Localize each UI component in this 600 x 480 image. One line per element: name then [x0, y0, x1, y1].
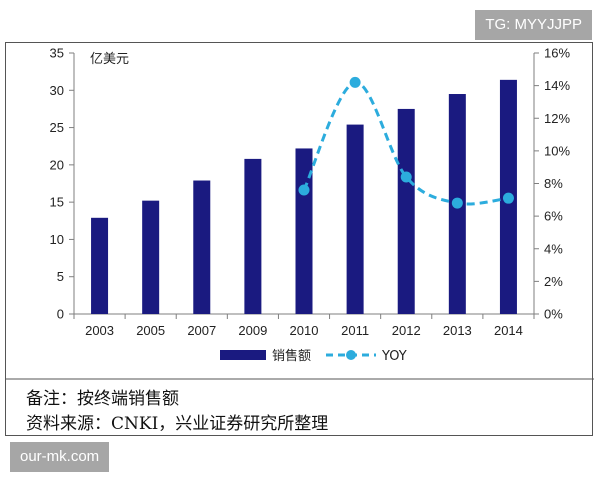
y-tick-label-right: 10%	[544, 143, 570, 158]
chart-frame: 0 5 10 15 20 25 30 35 0% 2% 4% 6% 8% 10% 12% 14% 16% 2003…	[5, 42, 594, 436]
yoy-point-2010	[298, 184, 310, 196]
y-tick-label-right: 6%	[544, 209, 563, 224]
y-tick-label-left: 0	[57, 307, 64, 322]
bar-2009	[244, 158, 262, 314]
bar-2003	[91, 217, 109, 314]
x-tick-label: 2014	[494, 323, 523, 338]
yoy-point-2014	[502, 192, 514, 204]
x-tick-label: 2009	[238, 323, 267, 338]
y-tick-label-left: 15	[50, 195, 64, 210]
y-tick-label-left: 10	[50, 232, 64, 247]
note-source: 资料来源：CNKI，兴业证券研究所整理	[26, 414, 329, 434]
bar-2005	[142, 200, 160, 314]
y-tick-label-right: 2%	[544, 274, 563, 289]
x-tick-label: 2005	[136, 323, 165, 338]
y-tick-label-right: 0%	[544, 307, 563, 322]
x-tick-label: 2011	[341, 323, 369, 338]
y-tick-label-right: 12%	[544, 111, 570, 126]
x-tick-label: 2007	[187, 323, 216, 338]
x-tick-label: 2010	[290, 323, 319, 338]
x-tick-label: 2003	[85, 323, 114, 338]
bar-2012	[397, 108, 415, 314]
yoy-point-2011	[349, 76, 361, 88]
bar-2011	[346, 124, 364, 315]
y-tick-label-right: 4%	[544, 241, 563, 256]
x-tick-label: 2012	[392, 323, 421, 338]
legend-swatch-bar	[220, 350, 266, 360]
bar-2007	[193, 180, 211, 314]
legend-label-bar: 销售额	[272, 348, 311, 364]
y-tick-label-right: 8%	[544, 176, 563, 191]
legend-label-line: YOY	[381, 349, 407, 364]
y-tick-label-left: 35	[50, 46, 64, 61]
y-tick-label-left: 5	[57, 269, 64, 284]
watermark-top: TG: MYYJJPP	[475, 10, 592, 40]
y-tick-label-right: 14%	[544, 78, 570, 93]
watermark-bottom: our-mk.com	[10, 442, 110, 472]
legend-marker-line	[346, 350, 356, 360]
y-unit-label: 亿美元	[90, 52, 129, 67]
yoy-point-2013	[451, 197, 463, 209]
y-tick-label-left: 30	[50, 83, 64, 98]
chart-svg: 0 5 10 15 20 25 30 35 0% 2% 4% 6% 8% 10% 12% 14% 16% 2003…	[6, 46, 594, 380]
y-tick-label-right: 16%	[544, 46, 570, 61]
yoy-point-2012	[400, 171, 412, 183]
note-remark: 备注：按终端销售额	[26, 389, 179, 409]
x-tick-label: 2013	[443, 323, 472, 338]
y-tick-label-left: 25	[50, 120, 64, 135]
y-tick-label-left: 20	[50, 157, 64, 172]
